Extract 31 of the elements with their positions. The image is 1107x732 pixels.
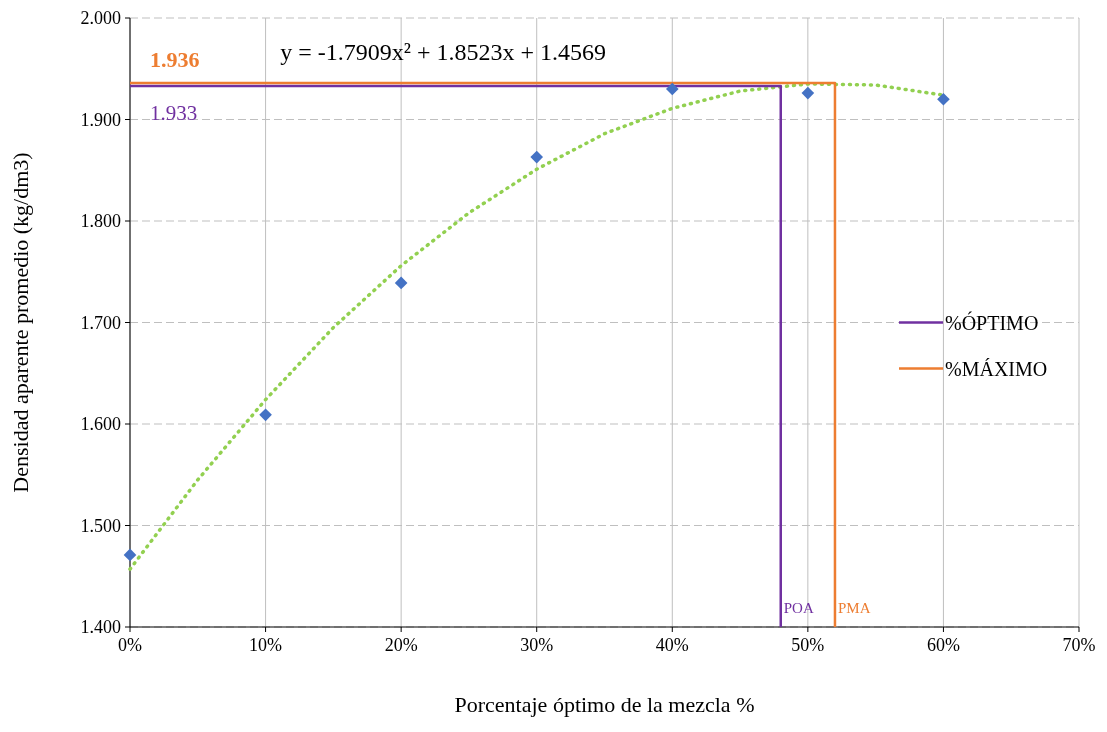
annotation: 1.936	[150, 46, 200, 72]
y-tick-label: 1.600	[80, 414, 121, 434]
annotation: PMA	[837, 600, 871, 616]
y-tick-label: 1.500	[80, 515, 121, 536]
annotation: 1.933	[150, 101, 198, 125]
x-tick-label: 10%	[249, 635, 283, 655]
y-tick-label: 1.400	[80, 617, 121, 637]
x-tick-label: 20%	[384, 635, 418, 655]
x-tick-label: 70%	[1062, 635, 1096, 655]
x-tick-label: 0%	[118, 635, 142, 655]
point	[937, 92, 950, 106]
point	[259, 408, 272, 422]
x-tick-label: 50%	[791, 635, 825, 655]
point	[394, 276, 408, 290]
annotation: POA	[783, 600, 814, 616]
point	[665, 82, 679, 96]
point	[801, 86, 815, 100]
y-axis-title: Densidad aparente promedio (kg/dm3)	[8, 152, 33, 493]
y-tick-label: 1.700	[80, 312, 121, 333]
y-tick-label: 1.800	[80, 211, 121, 231]
y-tick-label: 1.900	[80, 109, 121, 130]
x-tick-label: 40%	[655, 635, 689, 655]
point	[123, 548, 137, 562]
legend-label: %ÓPTIMO	[945, 310, 1039, 334]
annotation: y = -1.7909x² + 1.8523x + 1.4569	[280, 39, 607, 65]
y-tick-label: 2.000	[80, 8, 121, 28]
legend-label: %MÁXIMO	[945, 357, 1048, 380]
x-tick-label: 30%	[520, 635, 554, 655]
point	[530, 150, 544, 164]
x-tick-label: 60%	[926, 635, 960, 655]
x-axis-title: Porcentaje óptimo de la mezcla %	[454, 692, 755, 717]
